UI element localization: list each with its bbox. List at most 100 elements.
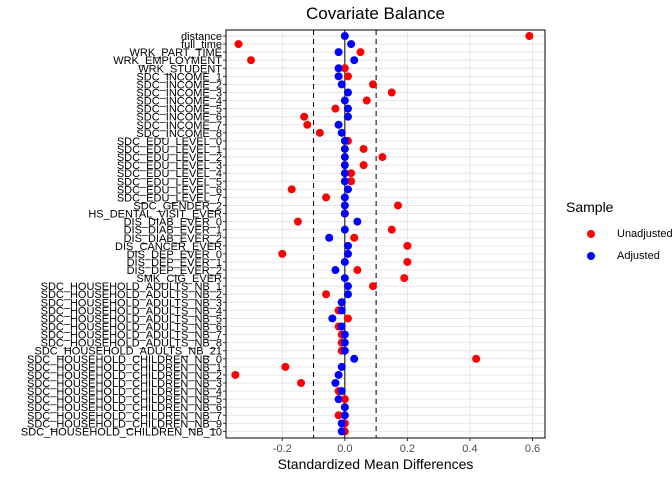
y-category-label: SDC_HOUSEHOLD_ADULTS_NB_1 <box>41 281 222 293</box>
point-adjusted <box>343 88 352 97</box>
point-adjusted <box>328 314 337 323</box>
point-unadjusted <box>387 225 396 234</box>
point-unadjusted <box>368 282 377 291</box>
point-unadjusted <box>287 185 296 194</box>
point-adjusted <box>337 427 346 436</box>
y-category-label: SDC_HOUSEHOLD_CHILDREN_NB_7 <box>27 410 222 422</box>
point-adjusted <box>340 257 349 266</box>
x-tick-label: 0.0 <box>337 443 352 455</box>
y-category-label: SDC_HOUSEHOLD_CHILDREN_NB_3 <box>27 378 222 390</box>
y-category-label: WRK_EMPLOYMENT <box>113 55 222 67</box>
point-unadjusted <box>403 241 412 250</box>
point-adjusted <box>340 403 349 412</box>
y-category-label: SDC_HOUSEHOLD_CHILDREN_NB_1 <box>27 362 222 374</box>
legend-key-unadjusted <box>587 230 595 238</box>
point-unadjusted <box>297 379 306 388</box>
y-category-label: DIS_CANCER_EVER <box>115 241 222 253</box>
x-tick-label: 0.2 <box>400 443 415 455</box>
x-tick-label: 0.6 <box>525 443 540 455</box>
y-category-label: SDC_INCOME_3 <box>136 87 222 99</box>
legend-item-unadjusted: Unadjusted <box>566 223 672 245</box>
y-category-label: SDC_EDU_LEVEL_4 <box>117 168 222 180</box>
y-category-label: SDC_HOUSEHOLD_ADULTS_NB_7 <box>41 330 222 342</box>
point-unadjusted <box>231 370 240 379</box>
point-unadjusted <box>403 257 412 266</box>
y-category-label: DIS_DEP_EVER_0 <box>127 249 222 261</box>
point-adjusted <box>340 136 349 145</box>
point-adjusted <box>334 120 343 129</box>
point-adjusted <box>334 370 343 379</box>
y-category-label: WRK_STUDENT <box>138 63 222 75</box>
point-adjusted <box>340 32 349 40</box>
legend: Sample Unadjusted Adjusted <box>566 199 672 267</box>
point-adjusted <box>340 209 349 218</box>
point-unadjusted <box>322 193 331 202</box>
y-category-label: HS_DENTAL_VISIT_EVER <box>88 209 222 221</box>
point-adjusted <box>337 362 346 371</box>
y-category-label: SMK_CIG_EVER <box>136 273 222 285</box>
legend-key-adjusted <box>587 252 595 260</box>
y-category-label: SDC_HOUSEHOLD_CHILDREN_NB_0 <box>27 354 222 366</box>
point-unadjusted <box>472 354 481 363</box>
y-category-label: SDC_HOUSEHOLD_CHILDREN_NB_10 <box>21 426 222 438</box>
point-adjusted <box>343 112 352 121</box>
point-adjusted <box>331 379 340 388</box>
point-adjusted <box>350 56 359 65</box>
y-category-label: SDC_GENDER_2 <box>133 200 222 212</box>
y-category-label: SDC_HOUSEHOLD_ADULTS_NB_8 <box>41 338 222 350</box>
x-tick-label: 0.4 <box>462 443 477 455</box>
legend-label-adjusted: Adjusted <box>617 250 660 262</box>
y-category-label: SDC_EDU_LEVEL_7 <box>117 192 222 204</box>
point-unadjusted <box>281 362 290 371</box>
legend-label-unadjusted: Unadjusted <box>617 228 672 240</box>
point-adjusted <box>337 306 346 315</box>
point-adjusted <box>340 161 349 170</box>
point-unadjusted <box>359 144 368 153</box>
point-adjusted <box>340 225 349 234</box>
point-unadjusted <box>247 56 256 65</box>
point-unadjusted <box>340 64 349 73</box>
point-adjusted <box>331 266 340 275</box>
point-unadjusted <box>353 266 362 275</box>
point-adjusted <box>350 354 359 363</box>
point-unadjusted <box>334 411 343 420</box>
y-category-label: SDC_EDU_LEVEL_5 <box>117 176 222 188</box>
point-unadjusted <box>343 72 352 81</box>
y-category-label: WRK_PART_TIME <box>130 47 223 59</box>
y-category-label: SDC_HOUSEHOLD_ADULTS_NB_5 <box>41 313 222 325</box>
point-adjusted <box>347 40 356 49</box>
point-unadjusted <box>525 32 534 40</box>
y-category-label: SDC_HOUSEHOLD_ADULTS_NB_3 <box>41 297 222 309</box>
point-unadjusted <box>322 290 331 299</box>
y-category-label: DIS_DEP_EVER_2 <box>127 265 222 277</box>
y-category-label: SDC_HOUSEHOLD_ADULTS_NB_21 <box>35 346 222 358</box>
point-unadjusted <box>340 395 349 404</box>
y-category-label: SDC_INCOME_1 <box>136 71 222 83</box>
y-category-label: SDC_EDU_LEVEL_0 <box>117 136 222 148</box>
point-unadjusted <box>368 80 377 89</box>
point-adjusted <box>337 322 346 331</box>
point-adjusted <box>343 282 352 291</box>
chart-title: Covariate Balance <box>306 4 445 23</box>
point-adjusted <box>334 72 343 81</box>
y-category-label: SDC_INCOME_7 <box>136 120 222 132</box>
point-unadjusted <box>378 153 387 162</box>
y-category-label: distance <box>181 31 222 43</box>
point-unadjusted <box>400 274 409 283</box>
y-category-label: SDC_EDU_LEVEL_3 <box>117 160 222 172</box>
point-adjusted <box>334 64 343 73</box>
point-unadjusted <box>359 161 368 170</box>
y-category-label: DIS_DEP_EVER_1 <box>127 257 222 269</box>
point-unadjusted <box>331 104 340 113</box>
y-category-label: SDC_HOUSEHOLD_CHILDREN_NB_5 <box>27 394 222 406</box>
y-category-label: SDC_HOUSEHOLD_CHILDREN_NB_9 <box>27 418 222 430</box>
point-adjusted <box>343 241 352 250</box>
point-adjusted <box>343 104 352 113</box>
point-adjusted <box>334 395 343 404</box>
point-adjusted <box>337 128 346 137</box>
y-category-label: SDC_EDU_LEVEL_1 <box>117 144 222 156</box>
point-unadjusted <box>362 96 371 105</box>
point-adjusted <box>340 144 349 153</box>
point-unadjusted <box>315 128 324 137</box>
